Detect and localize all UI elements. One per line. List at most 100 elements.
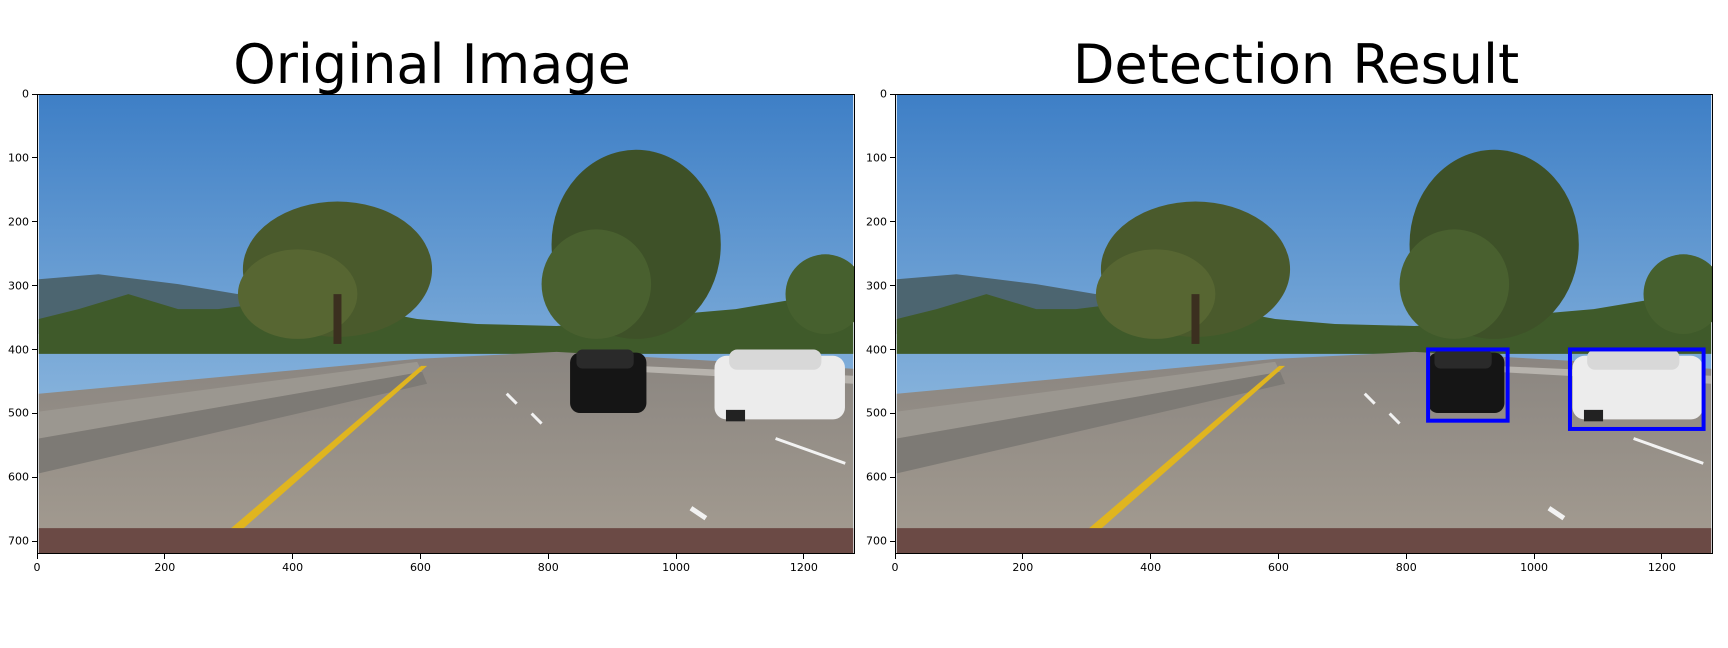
x-tick-label: 1000: [662, 561, 691, 574]
x-tick-mark: [419, 554, 421, 559]
road-scene-image: [895, 94, 1713, 554]
x-tick-label: 0: [891, 561, 899, 574]
y-tick-label: 400: [866, 343, 887, 357]
y-tick-mark: [32, 221, 37, 223]
y-tick-label: 100: [866, 151, 887, 165]
y-tick-mark: [890, 349, 895, 351]
x-tick-mark: [1533, 554, 1535, 559]
barrier-face: [896, 371, 1286, 474]
x-tick-mark: [36, 554, 38, 559]
tree-trunk: [333, 294, 342, 344]
y-tick-mark: [32, 412, 37, 414]
y-tick-mark: [890, 157, 895, 159]
x-tick-label: 800: [537, 561, 559, 574]
lane-dash: [689, 506, 708, 521]
x-tick-mark: [164, 554, 166, 559]
y-tick-mark: [890, 93, 895, 95]
y-tick-label: 500: [866, 406, 887, 420]
y-tick-label: 200: [8, 215, 29, 229]
y-tick-mark: [32, 540, 37, 542]
x-tick-mark: [675, 554, 677, 559]
y-tick-mark: [890, 412, 895, 414]
detection-box: [1567, 347, 1706, 431]
white-car: [714, 355, 845, 420]
x-tick-label: 400: [1140, 561, 1162, 574]
x-tick-mark: [292, 554, 294, 559]
y-tick-label: 300: [866, 279, 887, 293]
car-hood: [896, 528, 1712, 553]
x-tick-label: 600: [1267, 561, 1289, 574]
tree: [541, 229, 652, 339]
y-tick-label: 300: [8, 279, 29, 293]
image-axes: 0 200 400 600 800 1000 1200 0 100 200 300 400 500 600…: [8, 88, 855, 574]
lane-dash: [1388, 412, 1401, 425]
original-image-panel: Original Image 0 200 400 600 800 1000 1200 0 100…: [8, 33, 855, 574]
y-tick-mark: [32, 349, 37, 351]
barrier: [38, 361, 423, 439]
x-tick-mark: [1022, 554, 1024, 559]
x-tick-mark: [547, 554, 549, 559]
y-tick-mark: [890, 476, 895, 478]
y-tick-label: 500: [8, 406, 29, 420]
y-tick-mark: [32, 285, 37, 287]
y-tick-label: 100: [8, 151, 29, 165]
lane-dash: [1363, 392, 1376, 405]
y-tick-label: 0: [22, 87, 29, 101]
y-tick-mark: [890, 285, 895, 287]
x-tick-mark: [1150, 554, 1152, 559]
detection-box: [1426, 347, 1510, 423]
x-tick-mark: [1405, 554, 1407, 559]
y-tick-mark: [32, 476, 37, 478]
x-tick-label: 1000: [1520, 561, 1549, 574]
panel-title: Original Image: [233, 33, 631, 96]
tree: [1399, 229, 1510, 339]
x-tick-mark: [894, 554, 896, 559]
tree: [1095, 249, 1216, 339]
y-tick-label: 200: [866, 215, 887, 229]
tree-trunk: [1191, 294, 1200, 344]
x-tick-label: 0: [33, 561, 41, 574]
tree: [785, 254, 854, 334]
car-hood: [38, 528, 854, 553]
tree: [1643, 254, 1712, 334]
y-tick-label: 600: [8, 470, 29, 484]
y-tick-label: 400: [8, 343, 29, 357]
white-car-roof: [729, 349, 822, 370]
x-tick-mark: [1277, 554, 1279, 559]
x-tick-label: 1200: [1647, 561, 1676, 574]
lane-dash: [505, 392, 518, 405]
black-car-roof: [1434, 349, 1492, 369]
white-car-wheel: [725, 409, 746, 422]
barrier-face: [38, 371, 428, 474]
lane-dash: [530, 412, 543, 425]
x-tick-label: 800: [1395, 561, 1417, 574]
x-tick-label: 400: [282, 561, 304, 574]
y-tick-mark: [32, 93, 37, 95]
tree: [237, 249, 358, 339]
panel-title: Detection Result: [1072, 33, 1520, 96]
white-car-wheel: [1583, 409, 1604, 422]
x-tick-label: 1200: [789, 561, 818, 574]
white-car: [1572, 355, 1703, 420]
y-tick-label: 700: [866, 534, 887, 548]
x-tick-mark: [803, 554, 805, 559]
black-car-roof: [576, 349, 634, 369]
x-tick-label: 200: [154, 561, 176, 574]
barrier: [896, 361, 1281, 439]
x-tick-label: 600: [409, 561, 431, 574]
white-car-roof: [1587, 349, 1680, 370]
lane-line: [222, 365, 428, 536]
image-axes: 0 200 400 600 800 1000 1200 0 100 200 300 400 500 600…: [866, 88, 1713, 574]
x-tick-mark: [1661, 554, 1663, 559]
lane-dash: [1547, 506, 1566, 521]
detection-result-panel: Detection Result 0 200 400 600 800 1000 1200 0 1…: [864, 0, 1728, 648]
lane-line: [1080, 365, 1286, 536]
lane-dash: [775, 437, 846, 465]
y-tick-label: 0: [880, 87, 887, 101]
y-tick-label: 700: [8, 534, 29, 548]
y-tick-mark: [890, 540, 895, 542]
y-tick-mark: [32, 157, 37, 159]
y-tick-label: 600: [866, 470, 887, 484]
y-tick-mark: [890, 221, 895, 223]
x-tick-label: 200: [1012, 561, 1034, 574]
